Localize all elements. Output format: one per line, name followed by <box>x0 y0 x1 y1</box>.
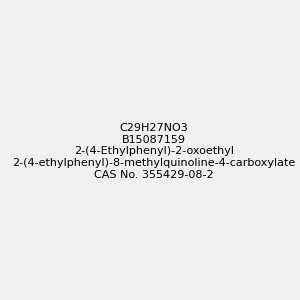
Text: C29H27NO3
B15087159
2-(4-Ethylphenyl)-2-oxoethyl
2-(4-ethylphenyl)-8-methylquino: C29H27NO3 B15087159 2-(4-Ethylphenyl)-2-… <box>12 123 296 180</box>
